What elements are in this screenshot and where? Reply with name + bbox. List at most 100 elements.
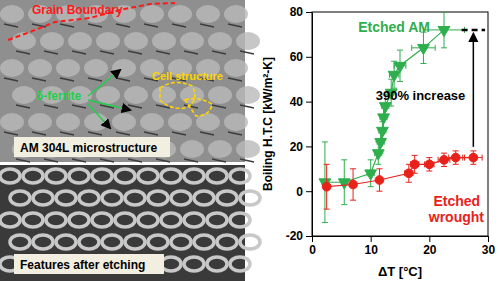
ferrite-streak	[200, 132, 214, 135]
etched-feature	[240, 191, 260, 205]
tick-mark	[306, 146, 312, 147]
tick-mark	[306, 236, 312, 237]
ferrite-streak	[100, 51, 114, 54]
ferrite-streak	[32, 132, 46, 135]
etched-feature	[10, 191, 30, 205]
ferrite-streak	[228, 132, 242, 135]
grain-cell	[84, 59, 108, 77]
etched-feature	[230, 213, 250, 227]
ferrite-streak	[172, 132, 186, 135]
grain-cell	[0, 59, 24, 77]
plot-area	[319, 12, 485, 223]
grain-cell	[168, 113, 192, 131]
grain-cell	[0, 5, 24, 23]
series-line	[327, 158, 474, 187]
tick: 20	[290, 140, 312, 154]
grain-cell	[236, 86, 260, 104]
ferrite-streak	[212, 105, 226, 108]
ferrite-streak	[72, 159, 86, 162]
grain-cell	[180, 32, 204, 50]
etched-feature	[217, 191, 237, 205]
ferrite-streak	[44, 51, 58, 54]
ferrite-streak	[144, 24, 158, 27]
tick-label: 60	[290, 50, 304, 64]
grain-cell	[236, 32, 260, 50]
figure: Grain Boundaryδ-ferriteCell structureAM …	[0, 0, 500, 281]
ferrite-streak	[156, 159, 170, 162]
caption-box	[14, 137, 170, 157]
etched-feature	[92, 213, 112, 227]
grain-cell	[224, 59, 248, 77]
etched-feature	[33, 235, 53, 249]
etched-feature	[161, 213, 181, 227]
ferrite-streak	[16, 51, 30, 54]
grain-cell	[152, 86, 176, 104]
tick-label: 0	[309, 243, 316, 257]
etched-feature	[102, 191, 122, 205]
grain-cell	[196, 5, 220, 23]
etched-feature	[184, 257, 204, 271]
etched-feature	[138, 169, 158, 183]
ferrite-streak	[60, 78, 74, 81]
series	[319, 12, 465, 223]
ferrite-streak	[88, 24, 102, 27]
micrograph-top: Grain Boundaryδ-ferriteCell structureAM …	[0, 0, 260, 162]
y-axis: -20020406080	[286, 5, 313, 243]
point	[372, 150, 384, 160]
tick: -20	[286, 229, 312, 243]
ferrite-streak	[60, 24, 74, 27]
grain-cell	[40, 32, 64, 50]
point	[425, 160, 434, 169]
grain-cell	[208, 86, 232, 104]
point	[349, 180, 358, 189]
grain-cell	[0, 113, 24, 131]
ferrite-streak	[240, 159, 254, 162]
grain-cell	[180, 86, 204, 104]
ferrite-streak	[44, 159, 58, 162]
tick: 0	[309, 236, 316, 257]
grain-cell	[124, 32, 148, 50]
etched-feature	[148, 235, 168, 249]
grain-cell	[236, 140, 260, 158]
reference-line	[462, 29, 485, 32]
tick: 10	[364, 236, 378, 257]
tick: 40	[290, 95, 312, 109]
grain-cell	[180, 140, 204, 158]
ferrite-streak	[240, 105, 254, 108]
etched-feature	[207, 257, 227, 271]
point	[440, 155, 449, 164]
grain-cell	[68, 32, 92, 50]
grain-cell	[112, 113, 136, 131]
grain-cell	[56, 113, 80, 131]
ferrite-streak	[156, 51, 170, 54]
tick-label: 0	[296, 185, 303, 199]
tick-mark	[306, 102, 312, 103]
point	[469, 153, 478, 162]
tick-label: 10	[364, 243, 378, 257]
image-caption: AM 304L microstructure	[20, 141, 157, 155]
ferrite-streak	[32, 24, 46, 27]
etched-feature	[194, 235, 214, 249]
ferrite-streak	[88, 78, 102, 81]
axis-line	[313, 236, 489, 237]
ferrite-streak	[128, 159, 142, 162]
image-label: Grain Boundary	[32, 3, 123, 17]
grain-cell	[96, 32, 120, 50]
etched-feature	[230, 169, 250, 183]
etched-feature	[207, 169, 227, 183]
grain-cell	[152, 32, 176, 50]
tick: 60	[290, 50, 312, 64]
ferrite-streak	[184, 159, 198, 162]
ferrite-streak	[228, 24, 242, 27]
etched-feature	[171, 191, 191, 205]
ferrite-streak	[60, 132, 74, 135]
grain-cell	[56, 59, 80, 77]
tick-label: 30	[482, 243, 496, 257]
etched-feature	[23, 213, 43, 227]
annotation: 390% increase	[376, 88, 466, 103]
image-label: Cell structure	[152, 70, 223, 82]
tick-mark	[306, 12, 312, 13]
ferrite-pointer	[88, 100, 130, 110]
chart: 0102030-20020406080ΔT [°C]Boiling H.T.C …	[261, 5, 495, 279]
tick-mark	[306, 57, 312, 58]
